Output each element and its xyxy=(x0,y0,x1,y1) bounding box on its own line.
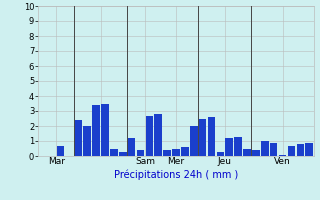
Bar xyxy=(119,152,126,156)
Bar xyxy=(84,126,91,156)
Bar xyxy=(199,118,206,156)
Bar xyxy=(261,141,268,156)
Bar xyxy=(252,150,260,156)
Bar xyxy=(128,138,135,156)
Bar xyxy=(190,126,197,156)
Bar xyxy=(92,105,100,156)
Bar xyxy=(279,154,286,156)
Bar xyxy=(101,104,109,156)
Bar xyxy=(305,142,313,156)
Bar xyxy=(208,117,215,156)
Bar xyxy=(137,150,144,156)
Bar xyxy=(217,152,224,156)
Bar xyxy=(57,146,64,156)
Bar xyxy=(146,116,153,156)
Bar xyxy=(288,146,295,156)
Bar xyxy=(110,148,118,156)
Bar xyxy=(226,138,233,156)
Bar xyxy=(234,137,242,156)
Bar xyxy=(181,147,189,156)
Bar xyxy=(243,148,251,156)
Bar xyxy=(270,142,277,156)
Bar xyxy=(172,148,180,156)
X-axis label: Précipitations 24h ( mm ): Précipitations 24h ( mm ) xyxy=(114,169,238,180)
Bar xyxy=(155,114,162,156)
Bar xyxy=(75,120,82,156)
Bar xyxy=(163,150,171,156)
Bar xyxy=(297,144,304,156)
